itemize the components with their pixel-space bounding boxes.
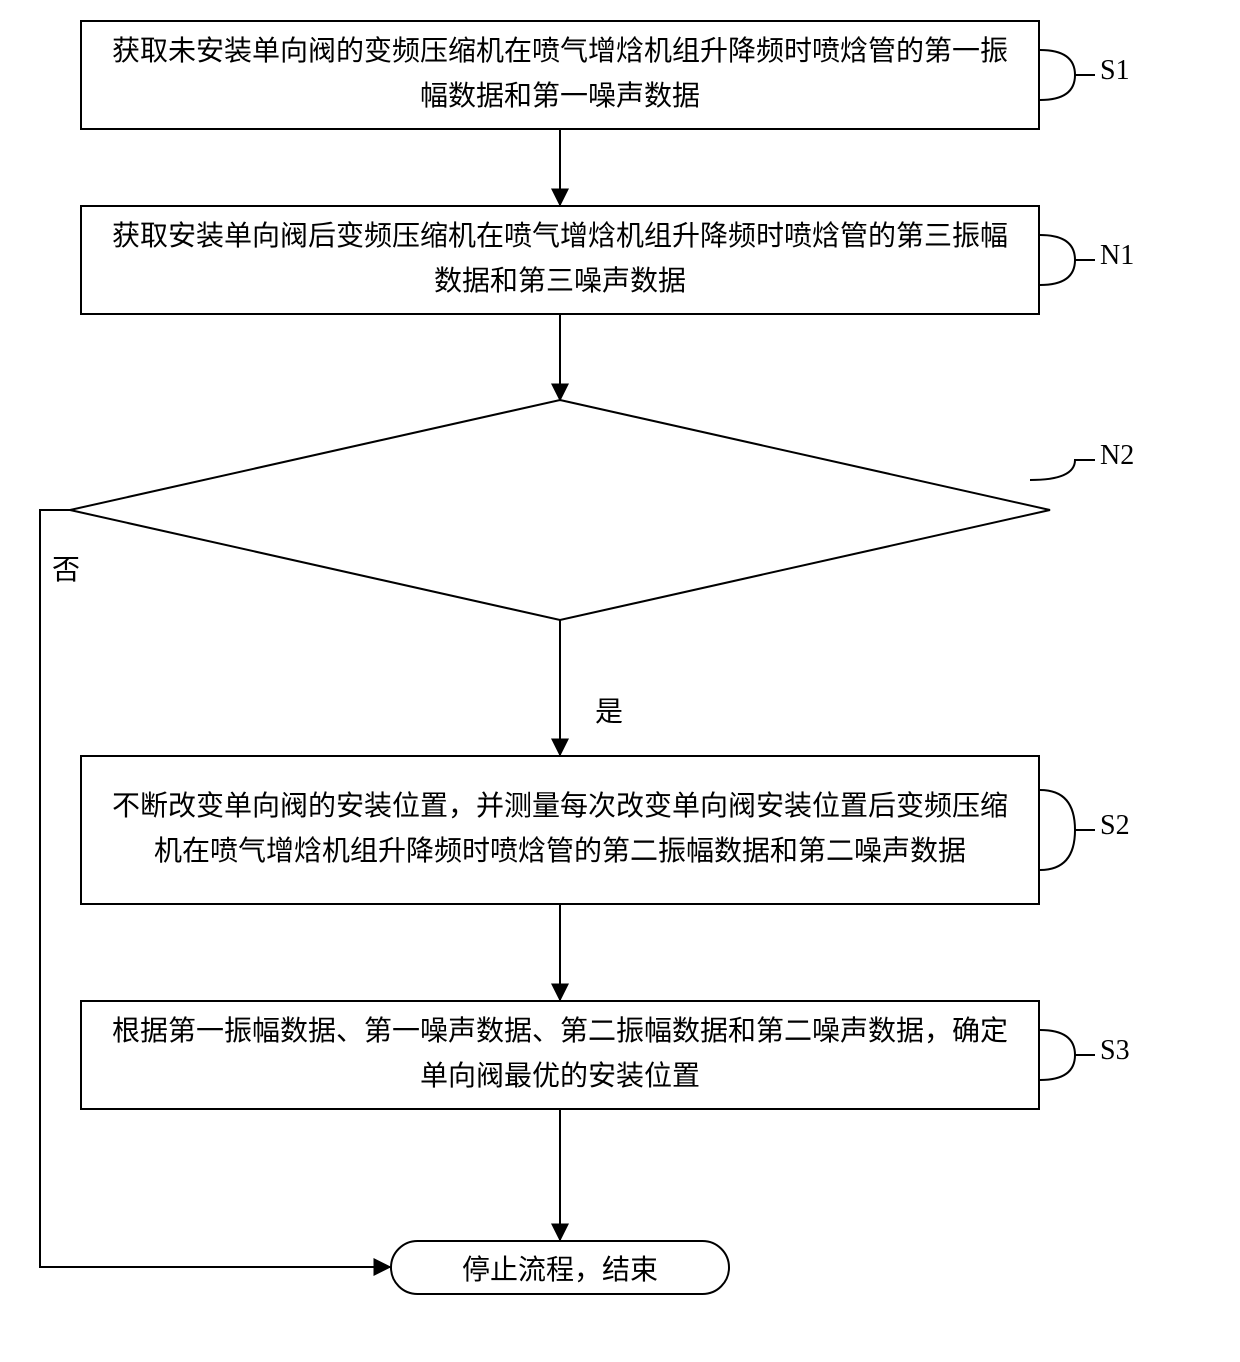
node-end: 停止流程，结束 — [390, 1240, 730, 1295]
label-s3: S3 — [1100, 1035, 1130, 1067]
node-n1: 获取安装单向阀后变频压缩机在喷气增焓机组升降频时喷焓管的第三振幅数据和第三噪声数… — [80, 205, 1040, 315]
bracket-s1 — [1040, 50, 1095, 100]
branch-no: 否 — [52, 548, 80, 588]
node-n1-text: 获取安装单向阀后变频压缩机在喷气增焓机组升降频时喷焓管的第三振幅数据和第三噪声数… — [102, 215, 1018, 305]
node-n2-text: 通过第一振幅数据、第一噪声数据、第三 振幅数据和第三噪声数据判断安装单向阀是否有… — [150, 460, 970, 555]
node-s3-text: 根据第一振幅数据、第一噪声数据、第二振幅数据和第二噪声数据，确定单向阀最优的安装… — [102, 1010, 1018, 1100]
node-end-text: 停止流程，结束 — [462, 1248, 658, 1288]
bracket-s3 — [1040, 1030, 1095, 1080]
node-s2: 不断改变单向阀的安装位置，并测量每次改变单向阀安装位置后变频压缩机在喷气增焓机组… — [80, 755, 1040, 905]
label-s2: S2 — [1100, 810, 1130, 842]
bracket-n2 — [1030, 460, 1095, 480]
branch-yes: 是 — [595, 690, 623, 730]
flowchart-canvas: 获取未安装单向阀的变频压缩机在喷气增焓机组升降频时喷焓管的第一振幅数据和第一噪声… — [0, 0, 1240, 1362]
label-n1: N1 — [1100, 240, 1134, 272]
node-s2-text: 不断改变单向阀的安装位置，并测量每次改变单向阀安装位置后变频压缩机在喷气增焓机组… — [102, 785, 1018, 875]
bracket-n1 — [1040, 235, 1095, 285]
node-s3: 根据第一振幅数据、第一噪声数据、第二振幅数据和第二噪声数据，确定单向阀最优的安装… — [80, 1000, 1040, 1110]
label-s1: S1 — [1100, 55, 1130, 87]
label-n2: N2 — [1100, 440, 1134, 472]
bracket-s2 — [1040, 790, 1095, 870]
node-s1-text: 获取未安装单向阀的变频压缩机在喷气增焓机组升降频时喷焓管的第一振幅数据和第一噪声… — [102, 30, 1018, 120]
node-s1: 获取未安装单向阀的变频压缩机在喷气增焓机组升降频时喷焓管的第一振幅数据和第一噪声… — [80, 20, 1040, 130]
